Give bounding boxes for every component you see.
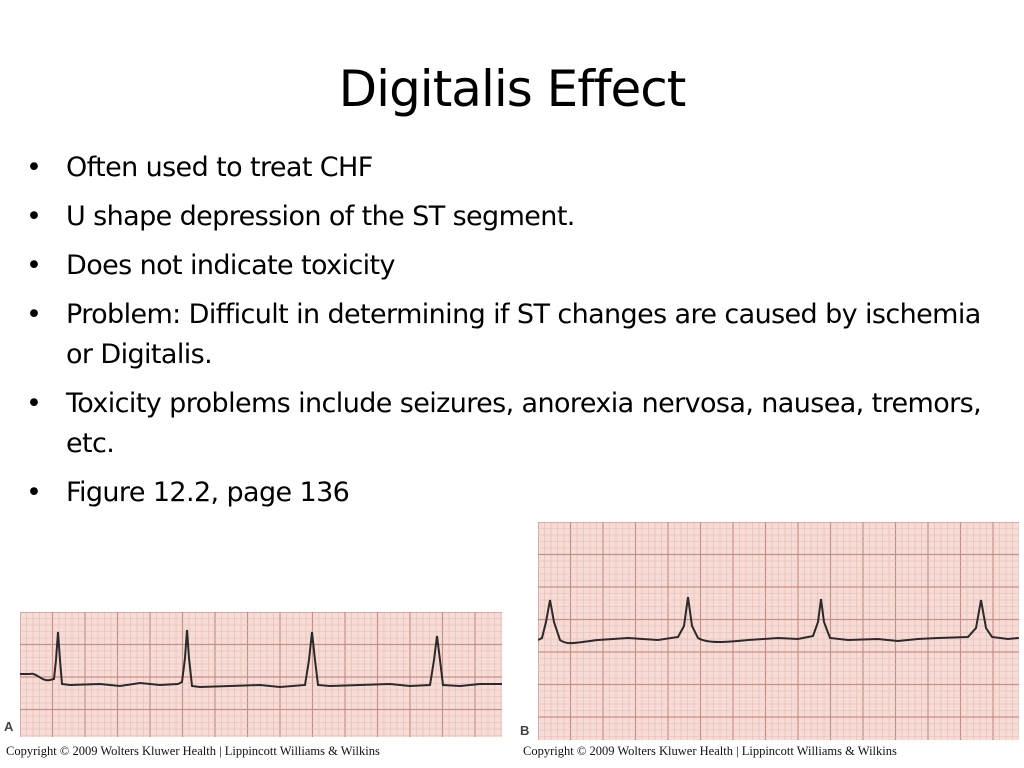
bullet-item: • Toxicity problems include seizures, an… [26,384,1001,464]
bullet-text: Toxicity problems include seizures, anor… [66,388,982,459]
bullet-text: Problem: Difficult in determining if ST … [66,299,981,370]
bullet-marker: • [26,201,42,232]
bullet-text: Does not indicate toxicity [66,250,395,281]
bullet-item: • Problem: Difficult in determining if S… [26,295,1001,375]
ecg-grid [20,612,502,737]
bullet-marker: • [26,299,42,330]
ecg-grid [538,522,1019,740]
bullet-text: Often used to treat CHF [66,152,373,183]
bullet-item: • Often used to treat CHF [26,148,1001,188]
ecg-trace [20,629,502,689]
bullet-marker: • [26,477,42,508]
slide-title: Digitalis Effect [338,60,687,118]
ecg-strip-b [538,522,1019,740]
ecg-strip-a [20,612,502,737]
bullet-marker: • [26,250,42,281]
figure-label-a: A [4,719,14,734]
figure-label-b: B [520,723,530,738]
copyright-b: Copyright © 2009 Wolters Kluwer Health |… [523,744,897,758]
bullet-text: Figure 12.2, page 136 [66,477,350,508]
bullet-text: U shape depression of the ST segment. [66,201,575,232]
bullet-list: • Often used to treat CHF • U shape depr… [26,148,1001,522]
bullet-marker: • [26,388,42,419]
bullet-marker: • [26,152,42,183]
bullet-item: • Does not indicate toxicity [26,246,1001,286]
copyright-a: Copyright © 2009 Wolters Kluwer Health |… [6,744,380,758]
bullet-item: • U shape depression of the ST segment. [26,197,1001,237]
bullet-item: • Figure 12.2, page 136 [26,473,1001,513]
ecg-trace [538,596,1019,645]
